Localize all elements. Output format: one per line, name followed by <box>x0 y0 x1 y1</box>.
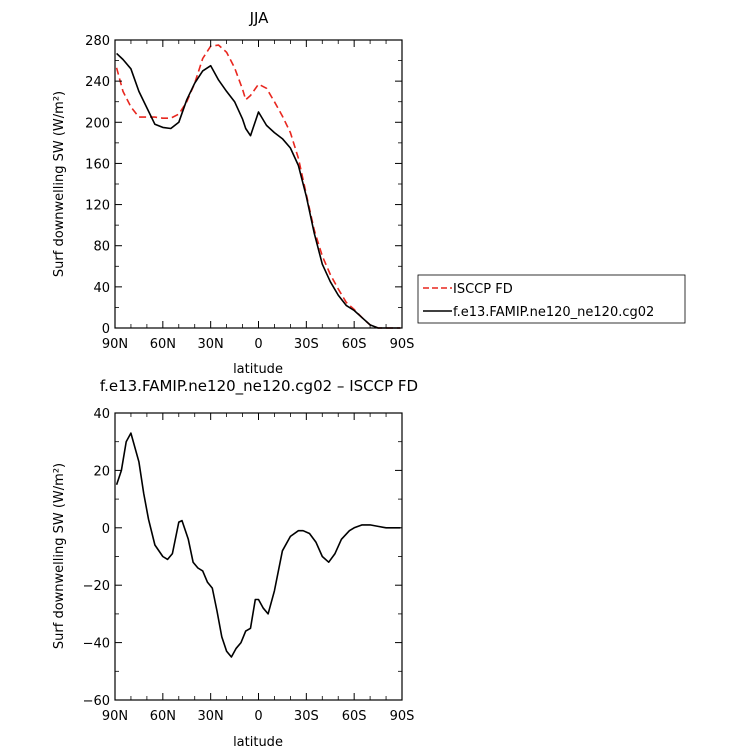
bottom-ticks: 90N 60N 30N 0 30S 60S 90S −60 −40 −20 0 20 40 <box>83 407 415 724</box>
y-tick-label: −60 <box>83 694 110 709</box>
y-tick-label: 40 <box>93 407 110 422</box>
x-tick-label: 30N <box>198 337 224 352</box>
y-tick-label: 20 <box>93 464 110 479</box>
x-tick-label: 90S <box>390 709 415 724</box>
x-tick-label: 90N <box>102 337 128 352</box>
y-tick-label: 280 <box>85 34 110 49</box>
x-tick-label: 0 <box>254 337 262 352</box>
x-tick-label: 90S <box>390 337 415 352</box>
y-tick-label: 200 <box>85 116 110 131</box>
y-tick-label: 160 <box>85 157 110 172</box>
series-line-f-e13-famip-ne120-ne120-cg02 <box>116 52 401 329</box>
x-tick-label: 60N <box>150 709 176 724</box>
top-plot-frame <box>114 39 403 329</box>
bottom-series-lines <box>115 432 401 658</box>
y-tick-label: −20 <box>83 579 110 594</box>
x-tick-label: 30S <box>294 337 319 352</box>
x-axis-label: latitude <box>233 362 283 377</box>
top-ticks: 90N 60N 30N 0 30S 60S 90S 0 40 80 120 160 200 240 280 <box>85 34 414 352</box>
difference-chart-title: f.e13.FAMIP.ne120_ne120.cg02 – ISCCP FD <box>100 377 418 396</box>
chart-title: JJA <box>249 9 270 27</box>
y-tick-label: 0 <box>102 322 110 337</box>
top-series-lines <box>115 44 401 329</box>
y-tick-label: 240 <box>85 75 110 90</box>
y-tick-label: 40 <box>93 281 110 296</box>
y-tick-label: 80 <box>93 240 110 255</box>
x-tick-label: 90N <box>102 709 128 724</box>
x-tick-label: 30S <box>294 709 319 724</box>
bottom-panel: f.e13.FAMIP.ne120_ne120.cg02 – ISCCP FD … <box>52 377 418 750</box>
legend-label-model: f.e13.FAMIP.ne120_ne120.cg02 <box>453 305 654 320</box>
x-tick-label: 0 <box>254 709 262 724</box>
x-tick-label: 60S <box>342 337 367 352</box>
x-tick-label: 60S <box>342 709 367 724</box>
top-panel: JJA 90N 60N 30N 0 30S 60S 90S 0 40 80 120 160 200 240… <box>52 9 686 377</box>
legend: ISCCP FD f.e13.FAMIP.ne120_ne120.cg02 <box>417 274 686 324</box>
y-tick-label: 0 <box>102 522 110 537</box>
legend-box <box>417 274 686 324</box>
difference-x-axis-label: latitude <box>233 735 283 750</box>
bottom-plot-frame <box>114 412 403 701</box>
x-tick-label: 30N <box>198 709 224 724</box>
y-tick-label: −40 <box>83 637 110 652</box>
series-line-isccp-fd <box>115 44 401 329</box>
series-line-difference <box>115 432 401 658</box>
y-axis-label: Surf downwelling SW (W/m²) <box>52 91 67 277</box>
y-tick-label: 120 <box>85 199 110 214</box>
legend-label-isccp: ISCCP FD <box>453 282 513 297</box>
difference-y-axis-label: Surf downwelling SW (W/m²) <box>52 463 67 649</box>
x-tick-label: 60N <box>150 337 176 352</box>
